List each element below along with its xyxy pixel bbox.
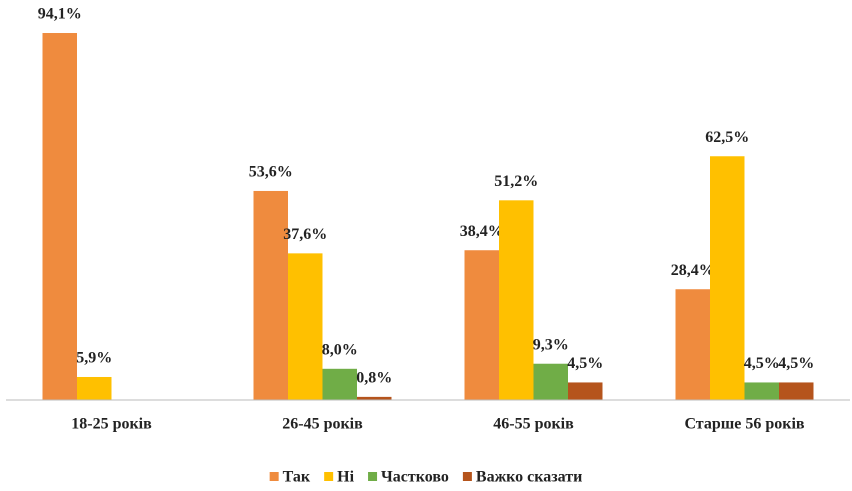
data-label: 4,5% [778, 355, 814, 372]
x-tick-label: Старше 56 років [684, 416, 804, 433]
legend-label: Важко сказати [476, 469, 582, 486]
bar [288, 253, 323, 400]
bar [779, 382, 814, 400]
data-label: 4,5% [567, 355, 603, 372]
legend-label: Ні [337, 469, 354, 486]
data-label: 62,5% [705, 129, 749, 146]
bar [533, 363, 568, 400]
data-label: 0,8% [356, 370, 392, 387]
data-label: 9,3% [533, 336, 569, 353]
x-tick-label: 46-55 років [493, 416, 574, 433]
x-tick-label: 26-45 років [282, 416, 363, 433]
bar [42, 33, 77, 400]
legend-label: Частково [381, 469, 449, 486]
legend-swatch [368, 472, 378, 481]
data-label: 53,6% [249, 164, 293, 181]
data-label: 8,0% [322, 341, 358, 358]
bar [710, 156, 745, 400]
bar [568, 382, 603, 400]
data-label: 37,6% [283, 226, 327, 243]
legend-swatch [269, 472, 279, 481]
data-label: 5,9% [76, 350, 112, 367]
bar [357, 396, 392, 400]
data-label: 38,4% [460, 223, 504, 240]
legend-label: Так [283, 469, 311, 486]
bar [499, 200, 534, 400]
data-label: 4,5% [744, 355, 780, 372]
legend-swatch [324, 472, 334, 481]
data-label: 51,2% [494, 173, 538, 190]
bar [464, 250, 499, 400]
x-tick-label: 18-25 років [71, 416, 152, 433]
bar [77, 376, 112, 400]
data-label: 94,1% [38, 6, 82, 23]
bar [322, 368, 357, 400]
bar [744, 382, 779, 400]
bar [675, 289, 710, 400]
data-label: 28,4% [671, 262, 715, 279]
legend-swatch [462, 472, 472, 481]
bar [253, 190, 288, 400]
